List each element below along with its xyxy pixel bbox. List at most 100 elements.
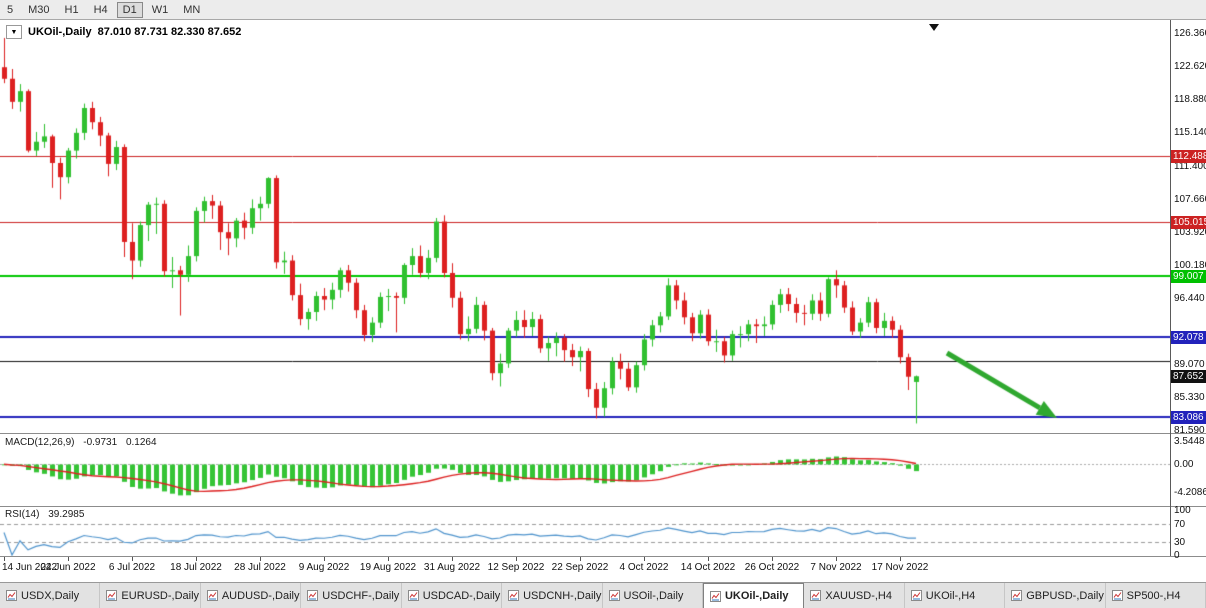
macd-indicator-canvas[interactable] (0, 434, 1170, 506)
tab-usdchf-daily[interactable]: USDCHF-,Daily (301, 583, 402, 608)
time-axis-label: 4 Oct 2022 (619, 562, 669, 573)
price-axis-tick: 89.070 (1174, 358, 1205, 370)
price-axis-tick: 96.440 (1174, 293, 1205, 305)
tab-label: XAUUSD-,H4 (825, 589, 892, 602)
time-axis-tick (68, 557, 69, 561)
macd-axis-tick: 0.00 (1174, 459, 1194, 471)
tab-usoil-daily[interactable]: USOil-,Daily (603, 583, 703, 608)
time-axis-label: 31 Aug 2022 (423, 562, 481, 573)
tab-ukoil-daily[interactable]: UKOil-,Daily (702, 583, 805, 608)
time-axis-tick (132, 557, 133, 561)
time-axis-tick (644, 557, 645, 561)
tab-label: USDCHF-,Daily (322, 589, 400, 602)
chart-icon (810, 590, 822, 601)
price-axis-badge: 92.078 (1171, 331, 1206, 344)
price-axis-tick: 85.330 (1174, 391, 1205, 403)
time-axis-label: 17 Nov 2022 (871, 562, 929, 573)
pane-separator[interactable] (0, 433, 1206, 434)
chevron-down-icon[interactable]: ▼ (6, 25, 22, 39)
period-button-h4[interactable]: H4 (93, 3, 108, 16)
tab-sp500-h4[interactable]: SP500-,H4 (1106, 583, 1206, 608)
price-axis-tick: 100.180 (1174, 260, 1206, 272)
price-axis-tick: 103.920 (1174, 226, 1206, 238)
time-axis-label: 6 Jul 2022 (108, 562, 156, 573)
tab-eurusd-daily[interactable]: EURUSD-,Daily (100, 583, 201, 608)
time-axis-tick (708, 557, 709, 561)
symbol-tab-bar: USDX,Daily EURUSD-,Daily AUDUSD-,Daily USDC… (0, 582, 1206, 608)
main-chart-canvas[interactable] (0, 20, 1170, 433)
tab-ukoil-h4[interactable]: UKOil-,H4 (905, 583, 1006, 608)
price-axis-badge: 87.652 (1171, 370, 1206, 384)
period-button-5[interactable]: 5 (7, 3, 14, 16)
time-axis-label: 24 Jun 2022 (40, 562, 96, 573)
chart-icon (106, 590, 118, 601)
macd-main-value: -0.9731 (83, 437, 118, 448)
rsi-indicator-label: RSI(14) 39.2985 (5, 509, 84, 520)
price-axis-tick: 81.590 (1174, 425, 1205, 437)
tab-label: USOil-,Daily (623, 589, 684, 602)
tab-usdcad-daily[interactable]: USDCAD-,Daily (402, 583, 503, 608)
time-axis-label: 19 Aug 2022 (359, 562, 417, 573)
period-button-d1[interactable]: D1 (116, 1, 143, 18)
period-button-h1[interactable]: H1 (64, 3, 79, 16)
chart-icon (206, 590, 218, 601)
chart-icon (407, 590, 419, 601)
price-axis-tick: 107.660 (1174, 193, 1206, 205)
pane-separator[interactable] (0, 506, 1206, 507)
tab-label: SP500-,H4 (1126, 589, 1181, 602)
macd-signal-value: 0.1264 (125, 437, 157, 448)
tab-label: USDCNH-,Daily (523, 589, 602, 602)
tab-usdx-daily[interactable]: USDX,Daily (0, 583, 101, 608)
time-axis-tick (580, 557, 581, 561)
rsi-indicator-canvas[interactable] (0, 507, 1170, 556)
time-axis-label: 28 Jul 2022 (234, 562, 286, 573)
period-button-mn[interactable]: MN (183, 3, 201, 16)
time-axis-label: 22 Sep 2022 (551, 562, 609, 573)
chart-shift-marker-icon[interactable] (929, 24, 939, 31)
time-axis-tick (4, 557, 5, 561)
tab-label: UKOil-,H4 (925, 589, 976, 602)
chart-icon (608, 590, 620, 601)
time-axis-tick (900, 557, 901, 561)
time-axis-label: 7 Nov 2022 (810, 562, 862, 573)
timeframe-toolbar: 5 M30 H1 H4 D1 W1 MN (0, 0, 1206, 20)
price-axis-tick: 122.620 (1174, 61, 1206, 73)
period-button-m30[interactable]: M30 (28, 3, 50, 16)
chart-icon (910, 590, 922, 601)
time-axis-label: 26 Oct 2022 (744, 562, 800, 573)
rsi-axis-tick: 70 (1174, 518, 1186, 530)
price-axis-separator (1170, 20, 1171, 556)
rsi-name: RSI(14) (5, 509, 40, 520)
tab-gbpusd-daily[interactable]: GBPUSD-,Daily (1005, 583, 1106, 608)
rsi-axis-tick: 100 (1174, 505, 1191, 516)
tab-label: AUDUSD-,Daily (221, 589, 300, 602)
time-axis-label: 18 Jul 2022 (170, 562, 222, 573)
time-axis-tick (388, 557, 389, 561)
tab-audusd-daily[interactable]: AUDUSD-,Daily (201, 583, 302, 608)
time-axis-tick (836, 557, 837, 561)
chart-icon (6, 590, 17, 601)
tab-label: USDX,Daily (21, 589, 80, 602)
tab-label: UKOil-,Daily (724, 590, 789, 602)
time-axis-label: 12 Sep 2022 (487, 562, 545, 573)
tab-label: EURUSD-,Daily (121, 589, 200, 602)
price-axis-tick: 126.360 (1174, 28, 1206, 39)
tab-usdcnh-daily[interactable]: USDCNH-,Daily (502, 583, 603, 608)
chart-icon (1011, 590, 1023, 601)
time-axis-tick (196, 557, 197, 561)
period-button-w1[interactable]: W1 (151, 3, 169, 16)
time-axis-tick (772, 557, 773, 561)
time-axis-label: 14 Oct 2022 (680, 562, 736, 573)
rsi-axis-tick: 30 (1174, 536, 1186, 548)
tab-label: GBPUSD-,Daily (1026, 589, 1104, 602)
time-axis-label: 9 Aug 2022 (298, 562, 350, 573)
time-axis-line (0, 556, 1206, 557)
tab-xauusd-h4[interactable]: XAUUSD-,H4 (804, 583, 905, 608)
price-axis-tick: 115.140 (1174, 127, 1206, 139)
time-axis-label: 14 Jun 2022 (2, 562, 58, 573)
chart-ohlc-values: 87.010 87.731 82.330 87.652 (97, 26, 242, 38)
chart-icon (1111, 590, 1123, 601)
time-axis-tick (260, 557, 261, 561)
time-axis-tick (452, 557, 453, 561)
